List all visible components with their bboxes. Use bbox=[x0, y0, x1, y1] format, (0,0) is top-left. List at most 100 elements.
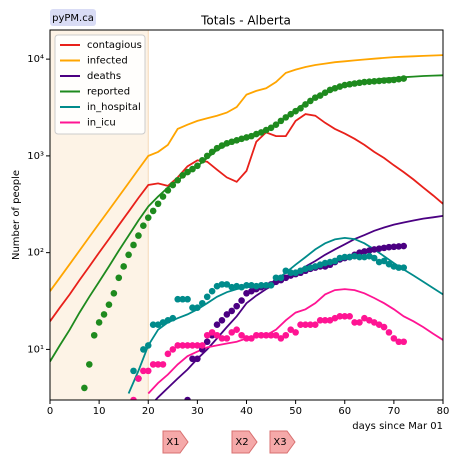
data-point bbox=[164, 187, 172, 194]
legend-label: reported bbox=[87, 87, 130, 98]
button-arrow[interactable] bbox=[269, 430, 296, 454]
data-point bbox=[154, 361, 162, 368]
data-point bbox=[316, 316, 324, 324]
data-point bbox=[316, 92, 324, 99]
button-label[interactable]: X3 bbox=[273, 437, 286, 448]
data-point bbox=[189, 342, 196, 349]
data-point bbox=[149, 207, 157, 215]
data-point bbox=[218, 316, 226, 324]
data-point bbox=[267, 281, 275, 289]
button-label[interactable]: X2 bbox=[235, 437, 248, 448]
data-point bbox=[400, 242, 408, 250]
data-point bbox=[346, 253, 353, 261]
data-point bbox=[370, 254, 378, 262]
data-point bbox=[346, 312, 353, 320]
legend-label: in_hospital bbox=[87, 102, 141, 113]
data-point bbox=[380, 77, 388, 84]
legend-label: in_icu bbox=[87, 118, 116, 129]
data-point bbox=[385, 76, 393, 84]
data-point bbox=[144, 214, 152, 221]
data-point bbox=[218, 281, 226, 288]
data-point bbox=[135, 232, 142, 239]
data-point bbox=[164, 350, 172, 358]
x-axis-label: days since Mar 01 bbox=[352, 421, 443, 432]
data-point bbox=[346, 80, 353, 88]
data-point bbox=[213, 144, 221, 152]
y-tick-label: 10² bbox=[27, 248, 44, 259]
data-point bbox=[194, 162, 201, 170]
legend: contagious infected deaths reported in_hospi… bbox=[54, 34, 146, 135]
data-point bbox=[228, 307, 236, 315]
x-tick-label: 50 bbox=[289, 406, 302, 417]
button-arrow[interactable] bbox=[231, 430, 258, 454]
data-point bbox=[336, 254, 344, 262]
data-point bbox=[86, 361, 93, 368]
data-point bbox=[361, 253, 368, 261]
data-point bbox=[341, 312, 349, 320]
data-point bbox=[395, 75, 403, 83]
data-point bbox=[253, 282, 260, 290]
data-point bbox=[287, 110, 295, 118]
data-point bbox=[238, 331, 245, 339]
data-point bbox=[341, 81, 349, 89]
data-point bbox=[262, 331, 270, 339]
data-point bbox=[174, 295, 182, 303]
button-arrow[interactable] bbox=[162, 430, 189, 454]
data-point bbox=[159, 319, 167, 326]
data-point bbox=[159, 193, 167, 200]
data-point bbox=[179, 342, 186, 349]
legend-label: infected bbox=[87, 56, 128, 67]
data-point bbox=[400, 75, 408, 82]
legend-label: contagious bbox=[87, 40, 142, 51]
button-label[interactable]: X1 bbox=[166, 437, 179, 448]
data-point bbox=[174, 176, 182, 184]
data-point bbox=[213, 331, 221, 339]
data-point bbox=[198, 342, 206, 349]
y-tick-label: 10³ bbox=[27, 151, 44, 162]
data-point bbox=[351, 319, 358, 326]
data-point bbox=[159, 361, 167, 368]
scenario-button[interactable]: X2 bbox=[231, 430, 258, 454]
scenario-button[interactable]: X3 bbox=[269, 430, 296, 454]
data-point bbox=[302, 101, 309, 108]
data-point bbox=[385, 243, 393, 251]
data-point bbox=[267, 124, 275, 132]
series-line bbox=[147, 288, 443, 395]
data-point bbox=[243, 290, 250, 297]
data-point bbox=[321, 89, 329, 96]
data-point bbox=[282, 274, 290, 282]
data-point bbox=[272, 121, 280, 129]
data-point bbox=[81, 384, 88, 392]
data-point bbox=[400, 264, 408, 271]
data-point bbox=[277, 274, 285, 282]
data-point bbox=[243, 335, 250, 342]
scenario-button[interactable]: X1 bbox=[162, 430, 189, 454]
data-point bbox=[375, 258, 383, 266]
data-point bbox=[228, 283, 236, 291]
data-point bbox=[267, 331, 275, 339]
data-point bbox=[189, 165, 196, 173]
plot-area bbox=[50, 30, 443, 400]
data-point bbox=[203, 293, 211, 301]
data-point bbox=[262, 281, 270, 289]
data-point bbox=[356, 79, 363, 87]
data-point bbox=[282, 331, 290, 339]
series-line bbox=[50, 54, 443, 292]
data-point bbox=[223, 281, 231, 288]
data-point bbox=[135, 375, 142, 382]
data-point bbox=[233, 282, 240, 290]
x-tick-label: 10 bbox=[93, 406, 106, 417]
data-point bbox=[366, 316, 373, 324]
data-point bbox=[140, 222, 147, 229]
data-point bbox=[100, 311, 108, 318]
data-point bbox=[297, 105, 304, 112]
data-point bbox=[400, 338, 408, 346]
data-point bbox=[297, 321, 304, 329]
data-point bbox=[272, 274, 280, 282]
data-point bbox=[115, 274, 123, 282]
data-point bbox=[120, 263, 127, 270]
data-point bbox=[302, 321, 309, 329]
data-point bbox=[130, 367, 137, 375]
data-point bbox=[361, 248, 368, 255]
